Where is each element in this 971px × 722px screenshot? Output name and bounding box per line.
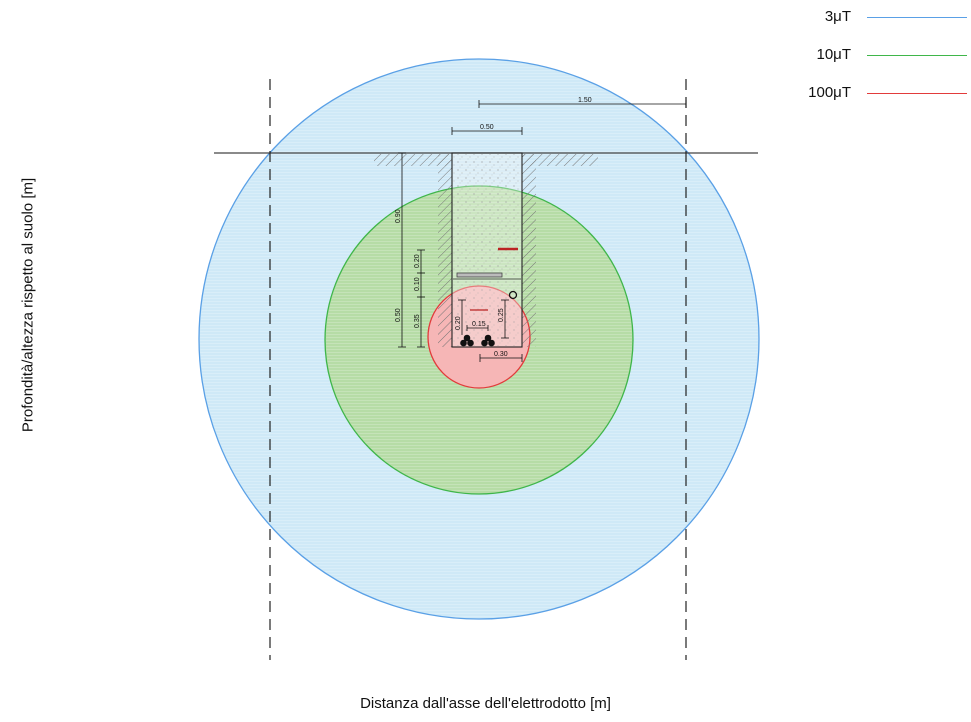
legend-swatch-3ut	[867, 17, 967, 18]
soil-hatch-left-wall	[438, 154, 452, 347]
protection-slab	[456, 272, 503, 278]
dim-top-span	[478, 100, 687, 108]
dim-cable-depth	[458, 299, 466, 335]
y-axis-label: Profondità/altezza rispetto al suolo [m]	[19, 177, 37, 433]
dim-right-depth-label: 0.25	[498, 308, 505, 322]
dim-cable-spacing-label: 0.15	[472, 321, 486, 328]
soil-hatch-right-wall	[522, 154, 536, 347]
dim-depth-total	[398, 152, 406, 348]
legend-item-10ut: 10μT	[771, 44, 971, 82]
dim-depth-c-label: 0.35	[414, 314, 421, 328]
legend-label-100ut: 100μT	[808, 84, 851, 101]
soil-hatch-left-top	[374, 154, 452, 166]
cable-group-left	[460, 334, 474, 347]
legend-swatch-10ut	[867, 55, 967, 56]
legend-item-100ut: 100μT	[771, 82, 971, 120]
conduit-circle	[508, 290, 518, 300]
dim-bottom-width	[479, 354, 523, 362]
dim-depth-d-label: 0.50	[395, 308, 402, 322]
dim-cable-depth-label: 0.20	[455, 316, 462, 330]
legend-item-3ut: 3μT	[771, 6, 971, 44]
soil-hatch-right-top	[522, 154, 598, 166]
legend-label-3ut: 3μT	[824, 8, 851, 25]
legend-label-10ut: 10μT	[816, 46, 852, 63]
dim-trench-width	[451, 127, 523, 135]
dim-top-span-label: 1.50	[578, 97, 592, 104]
dim-cable-spacing	[466, 325, 489, 331]
dim-depth-stack	[417, 249, 425, 348]
x-axis-label: Distanza dall'asse dell'elettrodotto [m]	[360, 695, 611, 712]
dim-bottom-width-label: 0.30	[494, 351, 508, 358]
dim-trench-width-label: 0.50	[480, 124, 494, 131]
trench-gravel-fill	[453, 154, 521, 276]
dim-depth-total-label: 0.90	[395, 209, 402, 223]
dim-depth-b-label: 0.10	[414, 277, 421, 291]
cable-group-right	[481, 334, 495, 347]
dim-depth-a-label: 0.20	[414, 254, 421, 268]
legend: 3μT 10μT 100μT	[771, 6, 971, 120]
dim-right-depth	[501, 299, 509, 339]
legend-swatch-100ut	[867, 93, 967, 94]
